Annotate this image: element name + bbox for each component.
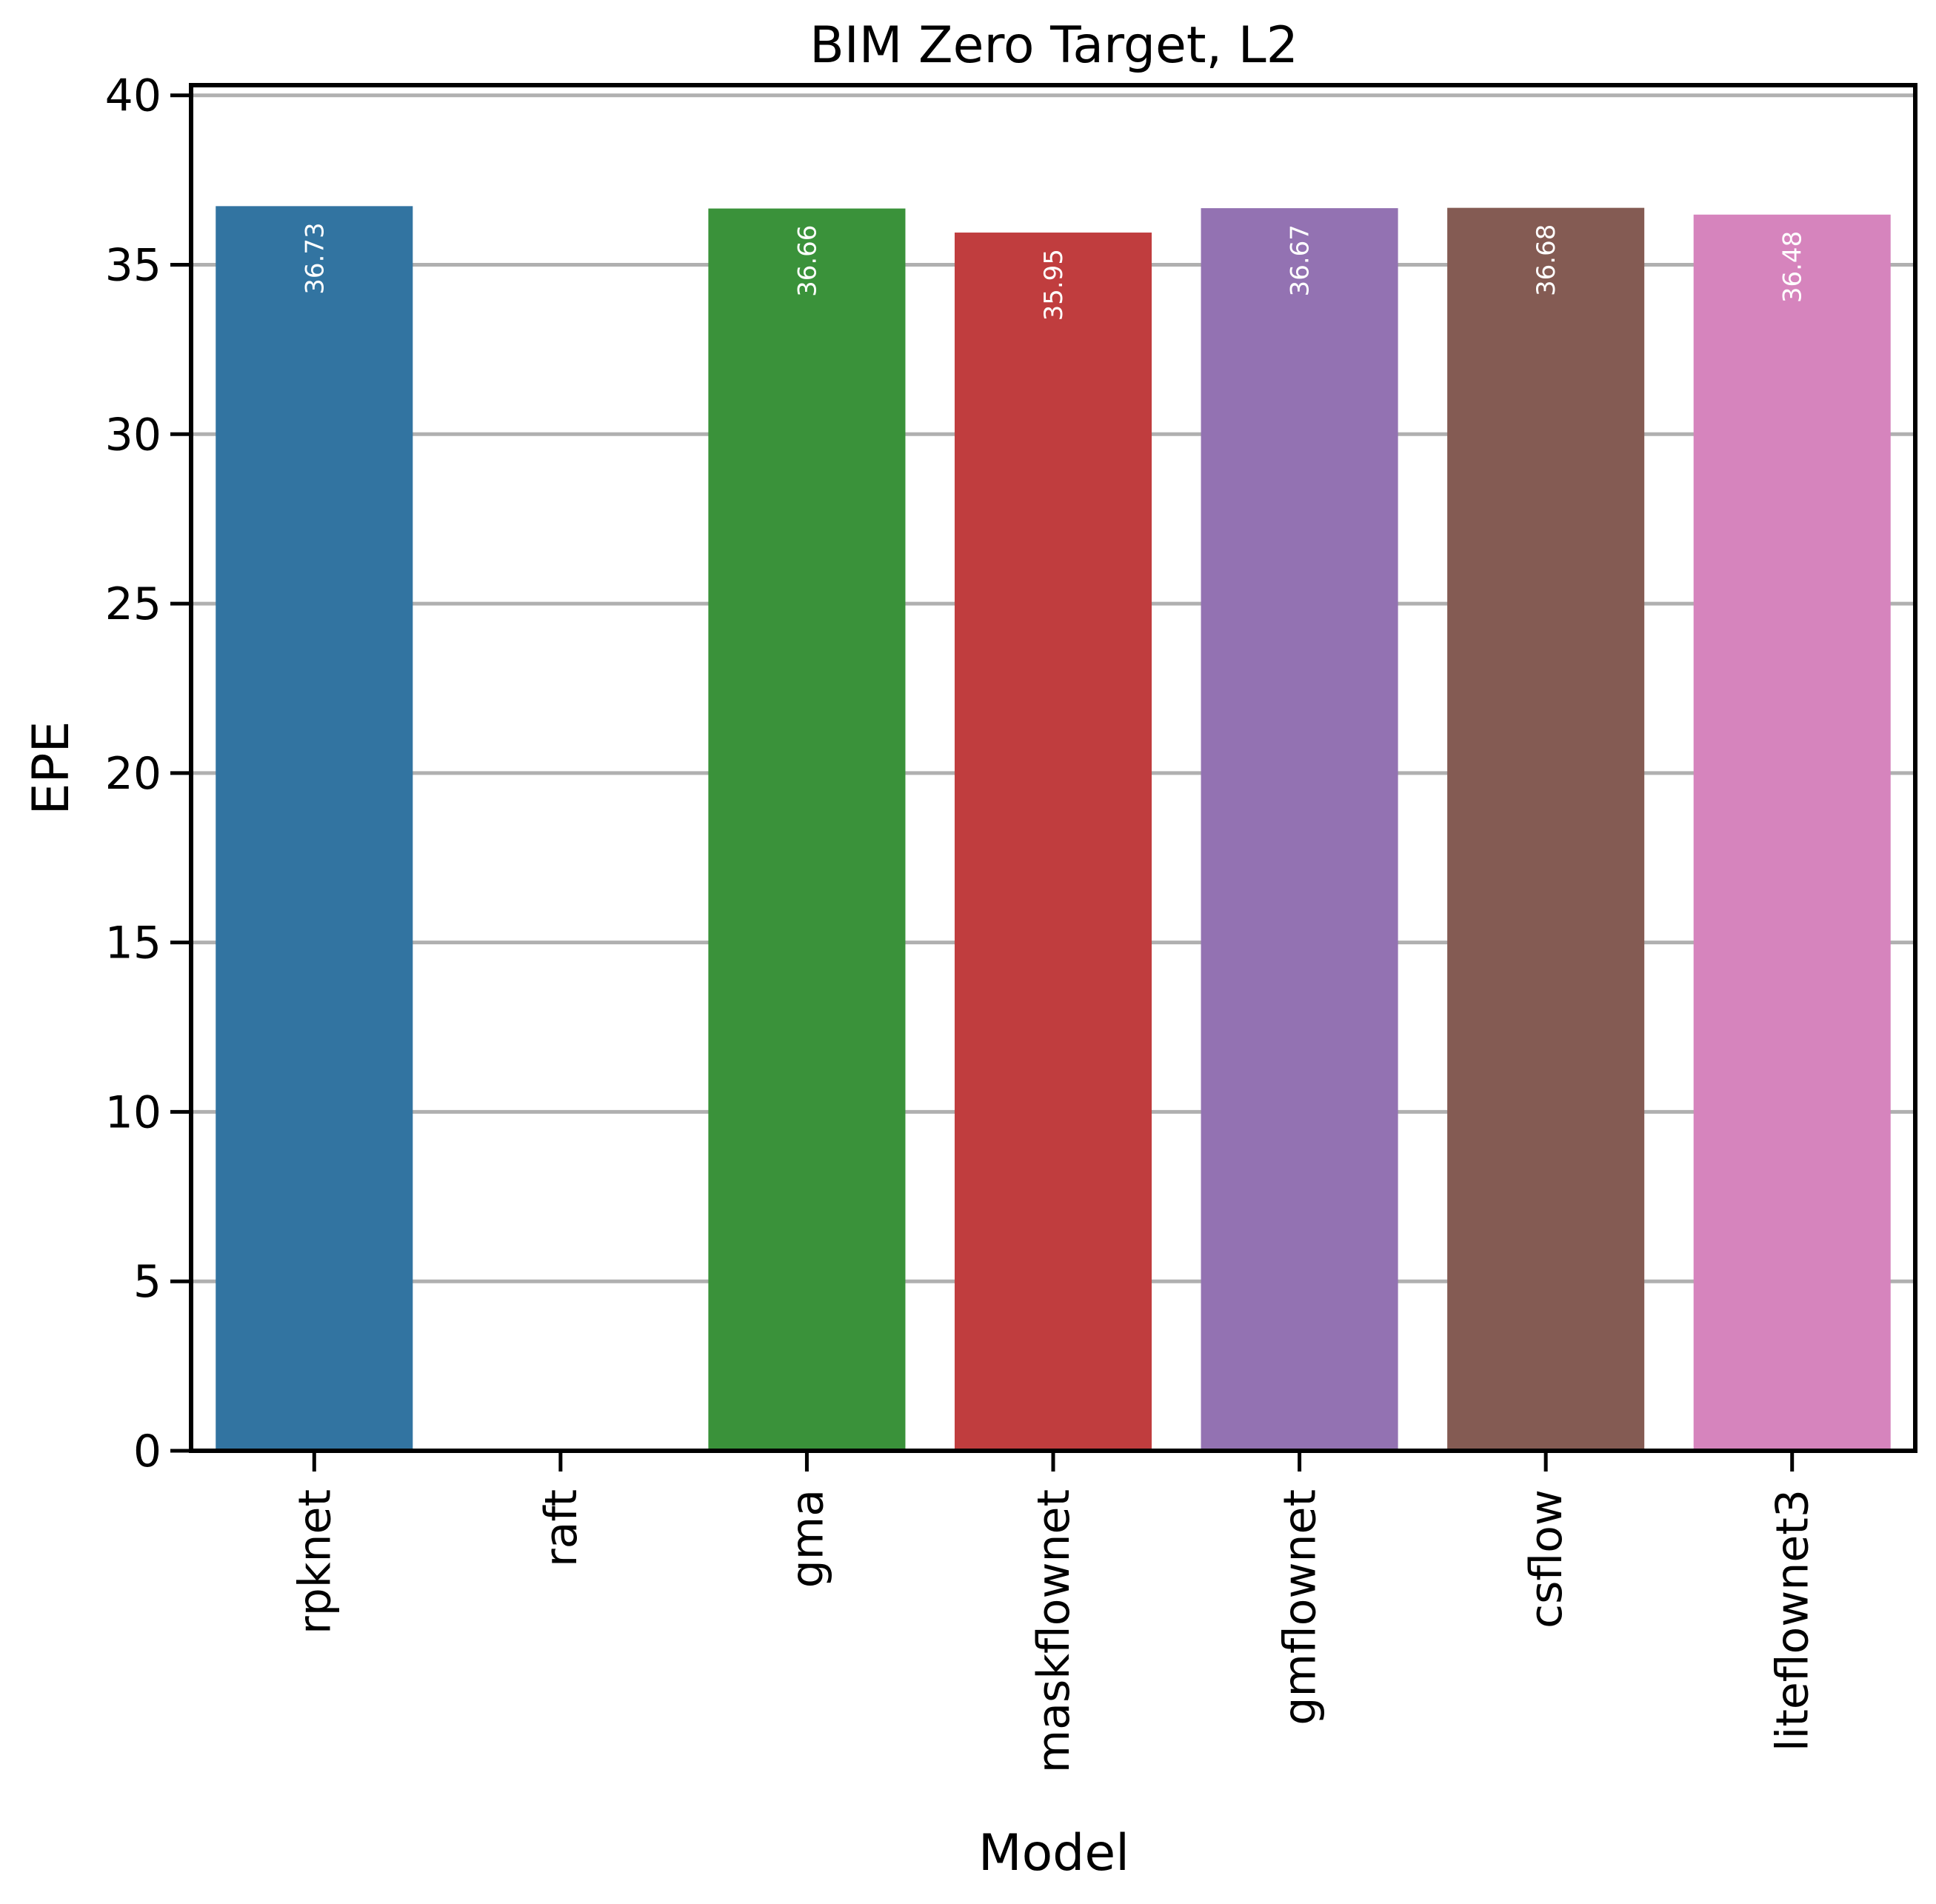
y-tick-label: 15 [105, 918, 161, 969]
chart-title: BIM Zero Target, L2 [810, 16, 1298, 75]
x-tick-label-gmflownet: gmflownet [1275, 1489, 1326, 1726]
y-tick-label: 30 [105, 409, 161, 461]
x-axis-ticks: rpknet raft gma maskflownet gmflownet csflow l… [289, 1451, 1819, 1773]
bar-liteflownet3 [1693, 214, 1891, 1452]
bar-gma [708, 208, 906, 1452]
y-tick-label: 35 [105, 240, 161, 292]
bar-gmflownet [1201, 208, 1398, 1451]
y-tick-label: 10 [105, 1086, 161, 1138]
bar-csflow [1447, 207, 1645, 1452]
bar-rpknet [216, 206, 413, 1452]
x-axis-label: Model [978, 1824, 1129, 1883]
x-tick-label-maskflownet: maskflownet [1028, 1489, 1080, 1773]
y-tick-label: 0 [133, 1426, 161, 1477]
data-label-rpknet: 36.73 [300, 222, 330, 294]
y-tick-label: 5 [133, 1256, 161, 1308]
y-axis-label: EPE [22, 721, 81, 815]
data-label-gmflownet: 36.67 [1286, 224, 1315, 296]
data-label-maskflownet: 35.95 [1039, 249, 1069, 321]
x-tick-label-gma: gma [781, 1489, 833, 1588]
y-tick-label: 25 [105, 578, 161, 630]
x-tick-label-csflow: csflow [1521, 1489, 1572, 1629]
y-tick-label: 20 [105, 748, 161, 800]
x-tick-label-rpknet: rpknet [289, 1489, 341, 1634]
bar-maskflownet [954, 233, 1152, 1451]
data-label-csflow: 36.68 [1532, 224, 1561, 296]
x-tick-label-liteflownet3: liteflownet3 [1767, 1489, 1819, 1751]
bars [216, 206, 1891, 1452]
data-label-gma: 36.66 [792, 225, 822, 297]
y-tick-label: 40 [105, 70, 161, 122]
x-tick-label-raft: raft [535, 1489, 587, 1567]
y-axis-ticks: 0 5 10 15 20 25 30 35 40 [105, 70, 191, 1477]
data-label-liteflownet3: 36.48 [1778, 231, 1808, 303]
data-labels: 36.73 36.66 35.95 36.67 36.68 36.48 [300, 222, 1807, 321]
